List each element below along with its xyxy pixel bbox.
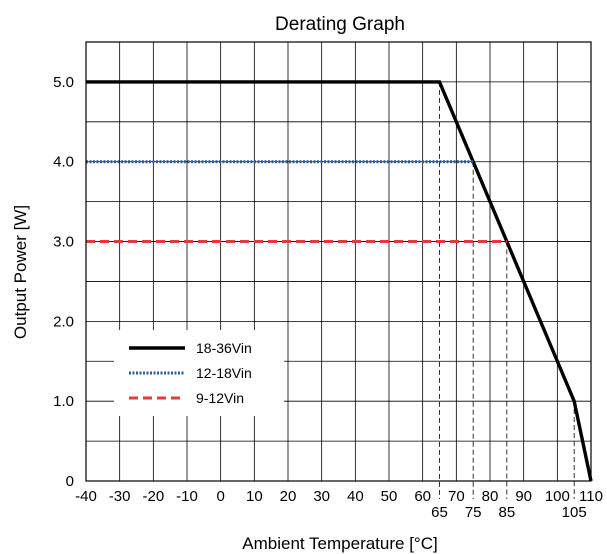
x-marker-tick-labels: 65 75 85 105 bbox=[431, 504, 587, 521]
x-tick-label: 0 bbox=[216, 488, 224, 505]
legend-box bbox=[114, 330, 284, 416]
y-tick-label: 0 bbox=[66, 473, 74, 490]
y-tick-label: 3.0 bbox=[53, 234, 74, 251]
x-tick-label: -20 bbox=[142, 488, 164, 505]
x-tick-label: 80 bbox=[482, 488, 499, 505]
y-axis-title: Output Power [W] bbox=[11, 205, 30, 339]
y-tick-label: 2.0 bbox=[53, 313, 74, 330]
x-tick-label: 20 bbox=[280, 488, 297, 505]
x-tick-label: -30 bbox=[109, 488, 131, 505]
legend-label: 18-36Vin bbox=[196, 340, 252, 356]
marker-guide-lines bbox=[439, 81, 575, 499]
x-axis-title: Ambient Temperature [°C] bbox=[242, 534, 437, 553]
x-tick-label: 30 bbox=[313, 488, 330, 505]
chart-title: Derating Graph bbox=[275, 14, 405, 35]
x-marker-tick-label: 85 bbox=[498, 504, 515, 521]
x-tick-label: 60 bbox=[414, 488, 431, 505]
x-tick-labels: -40 -30 -20 -10 0 10 20 30 40 50 60 70 80 90 100 110 bbox=[75, 488, 603, 505]
legend-label: 12-18Vin bbox=[196, 365, 252, 381]
legend-label: 9-12Vin bbox=[196, 390, 244, 406]
x-tick-label: 100 bbox=[545, 488, 570, 505]
y-tick-label: 5.0 bbox=[53, 74, 74, 91]
y-tick-label: 4.0 bbox=[53, 154, 74, 171]
series-lines bbox=[86, 80, 593, 482]
legend: 18-36Vin 12-18Vin 9-12Vin bbox=[114, 330, 284, 416]
x-marker-tick-label: 65 bbox=[431, 504, 448, 521]
plot-frame bbox=[85, 41, 592, 482]
x-marker-tick-label: 105 bbox=[562, 504, 587, 521]
x-tick-label: 90 bbox=[515, 488, 532, 505]
x-tick-label: 10 bbox=[246, 488, 263, 505]
x-tick-label: 110 bbox=[579, 488, 603, 505]
x-tick-label: 70 bbox=[448, 488, 465, 505]
x-tick-label: -10 bbox=[176, 488, 198, 505]
y-tick-label: 1.0 bbox=[53, 393, 74, 410]
series-line bbox=[86, 80, 593, 482]
x-tick-label: 40 bbox=[347, 488, 364, 505]
x-tick-label: -40 bbox=[75, 488, 97, 505]
x-tick-label: 50 bbox=[381, 488, 398, 505]
y-tick-labels: 0 1.0 2.0 3.0 4.0 5.0 bbox=[53, 74, 74, 490]
x-marker-tick-label: 75 bbox=[465, 504, 482, 521]
